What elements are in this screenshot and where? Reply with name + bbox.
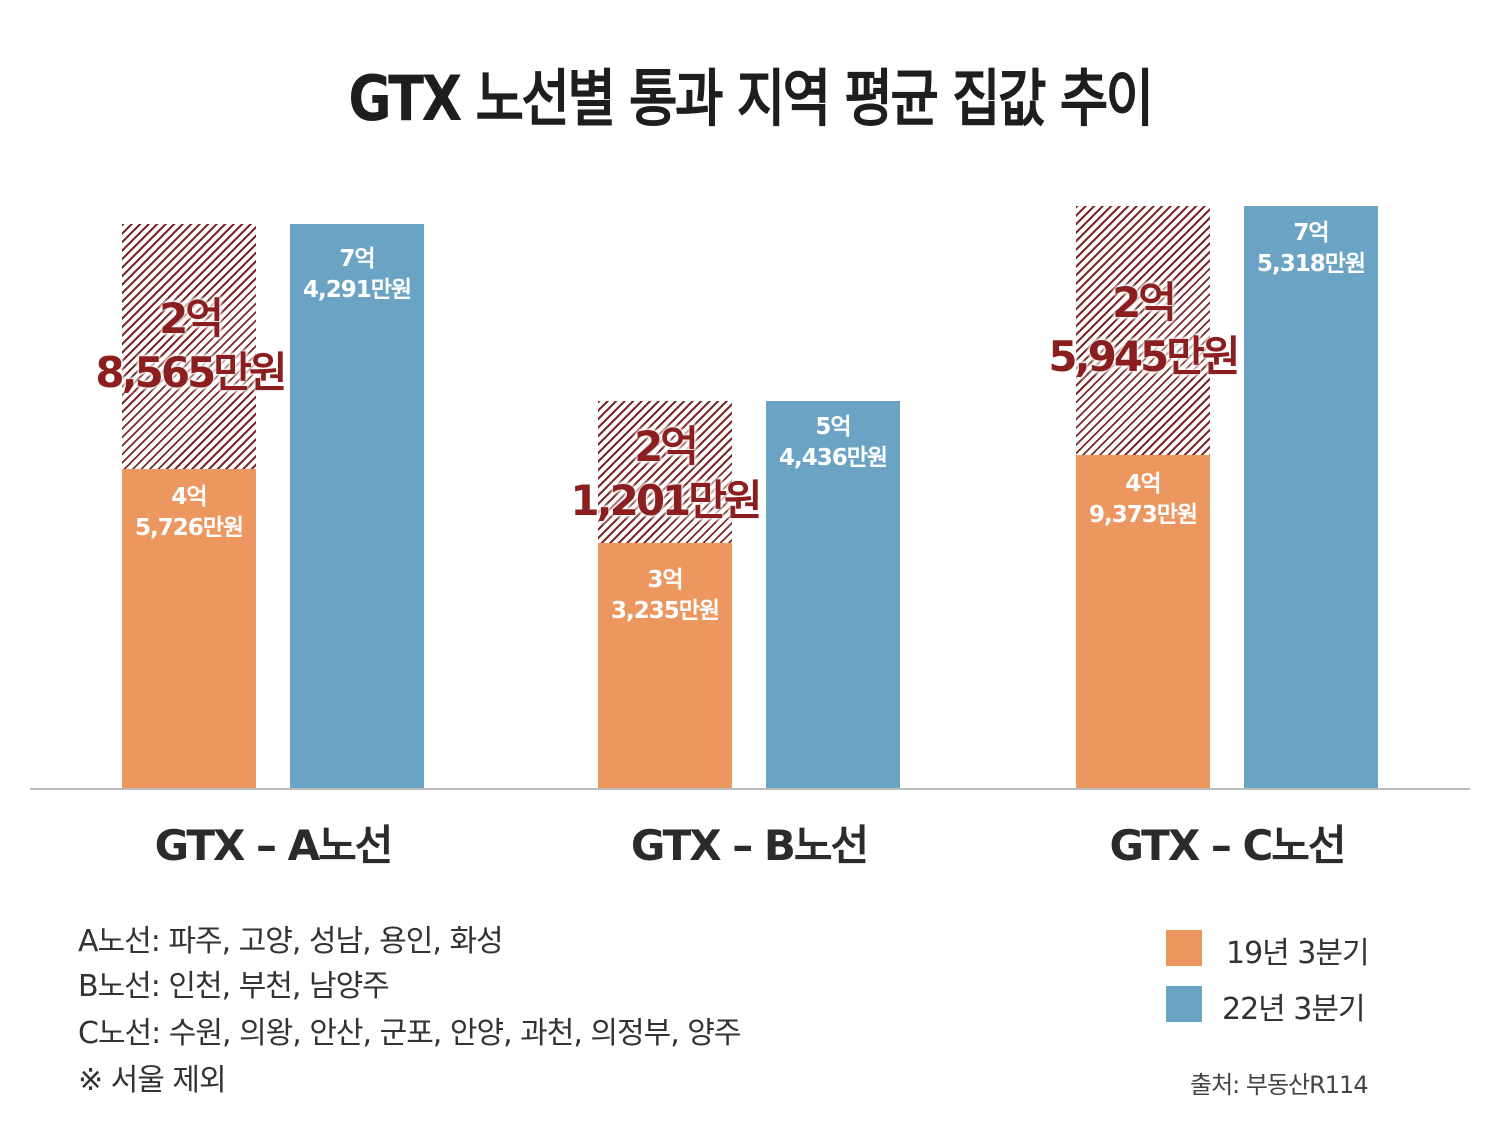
value-label-b-2022: 5억 4,436만원 [778, 414, 888, 471]
value-label-b-2019: 3억 3,235만원 [610, 567, 720, 624]
legend-swatch-2019 [1166, 930, 1202, 966]
chart-title: GTX 노선별 통과 지역 평균 집값 추이 [348, 62, 1154, 135]
bar-c-increase [1076, 206, 1210, 455]
category-label-a: GTX – A노선 [154, 821, 394, 870]
x-axis-line [30, 788, 1470, 790]
bar-a-2022 [290, 224, 424, 788]
value-label-c-2022: 7억 5,318만원 [1256, 220, 1366, 277]
value-label-a-2019: 4억 5,726만원 [134, 484, 244, 541]
note-line-b: B노선: 인천, 부천, 남양주 [78, 969, 390, 1004]
source-note: 출처: 부동산R114 [1190, 1071, 1369, 1099]
value-label-c-2019: 4억 9,373만원 [1088, 471, 1198, 528]
category-label-b: GTX – B노선 [630, 821, 869, 870]
legend-label-2022: 22년 3분기 [1222, 992, 1366, 1027]
category-label-c: GTX – C노선 [1109, 821, 1346, 870]
increase-label-a: 2억 8,565만원 [95, 294, 287, 397]
bar-b-2019 [598, 543, 732, 788]
increase-label-c: 2억 5,945만원 [1048, 278, 1240, 381]
note-exclusion: ※ 서울 제외 [78, 1063, 227, 1098]
bar-b-increase [598, 401, 732, 543]
bar-a-increase [122, 224, 256, 469]
bar-a-2019 [122, 469, 256, 788]
bar-b-2022 [766, 401, 900, 788]
increase-label-b: 2억 1,201만원 [570, 422, 762, 525]
bar-c-2019 [1076, 455, 1210, 788]
bar-c-2022 [1244, 206, 1378, 788]
note-line-a: A노선: 파주, 고양, 성남, 용인, 화성 [78, 924, 504, 959]
legend-label-2019: 19년 3분기 [1226, 936, 1370, 971]
note-line-c: C노선: 수원, 의왕, 안산, 군포, 안양, 과천, 의정부, 양주 [78, 1016, 741, 1051]
legend-swatch-2022 [1166, 986, 1202, 1022]
value-label-a-2022: 7억 4,291만원 [302, 246, 412, 303]
